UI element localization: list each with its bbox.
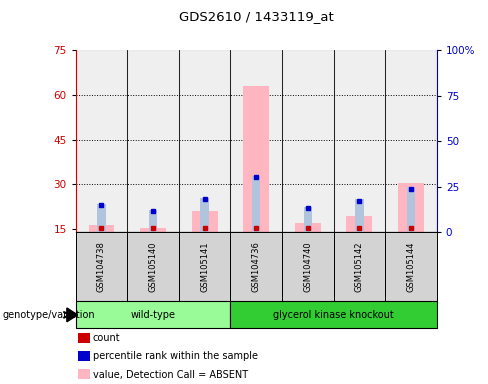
Bar bbox=[334, 50, 385, 232]
Bar bbox=[282, 232, 334, 301]
Text: count: count bbox=[93, 333, 121, 343]
Bar bbox=[244, 86, 269, 232]
Bar bbox=[179, 50, 230, 232]
Text: GSM105142: GSM105142 bbox=[355, 242, 364, 292]
Bar bbox=[179, 232, 230, 301]
Bar bbox=[304, 207, 312, 232]
Bar bbox=[97, 204, 105, 232]
Bar bbox=[76, 232, 127, 301]
Text: value, Detection Call = ABSENT: value, Detection Call = ABSENT bbox=[93, 370, 248, 380]
Bar bbox=[385, 232, 437, 301]
Bar bbox=[230, 232, 282, 301]
Text: GSM104738: GSM104738 bbox=[97, 242, 106, 292]
Bar bbox=[149, 210, 157, 232]
Text: GSM105144: GSM105144 bbox=[407, 242, 415, 292]
Bar bbox=[355, 199, 364, 232]
Bar bbox=[230, 50, 282, 232]
Text: percentile rank within the sample: percentile rank within the sample bbox=[93, 351, 258, 361]
Bar bbox=[192, 211, 218, 232]
Bar bbox=[140, 228, 166, 232]
Text: GSM104736: GSM104736 bbox=[252, 242, 261, 292]
Bar bbox=[252, 175, 260, 232]
Bar bbox=[385, 50, 437, 232]
Bar bbox=[398, 183, 424, 232]
Text: GSM105140: GSM105140 bbox=[148, 242, 158, 292]
Text: GSM105141: GSM105141 bbox=[200, 242, 209, 292]
Text: GDS2610 / 1433119_at: GDS2610 / 1433119_at bbox=[179, 10, 334, 23]
Bar bbox=[88, 225, 114, 232]
Bar bbox=[282, 50, 334, 232]
Bar bbox=[201, 198, 209, 232]
Text: genotype/variation: genotype/variation bbox=[2, 310, 95, 320]
Bar bbox=[334, 232, 385, 301]
Bar bbox=[230, 301, 437, 328]
Text: glycerol kinase knockout: glycerol kinase knockout bbox=[273, 310, 394, 320]
Bar bbox=[127, 232, 179, 301]
Bar bbox=[76, 50, 127, 232]
Bar bbox=[407, 187, 415, 232]
Bar bbox=[127, 50, 179, 232]
Bar bbox=[346, 216, 372, 232]
Bar bbox=[76, 301, 230, 328]
Text: wild-type: wild-type bbox=[130, 310, 176, 320]
Text: GSM104740: GSM104740 bbox=[303, 242, 312, 292]
Bar bbox=[295, 223, 321, 232]
